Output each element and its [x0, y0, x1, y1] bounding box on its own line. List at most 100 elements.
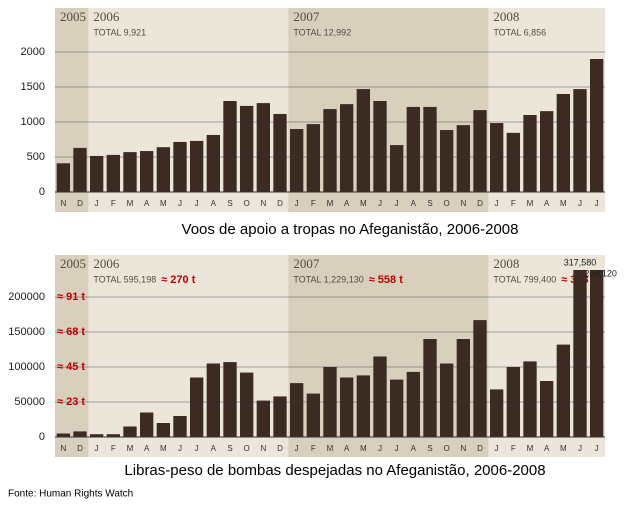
x-tick-label: D: [277, 199, 283, 208]
x-tick-label: J: [395, 199, 399, 208]
tick-note: ≈ 91 t: [57, 291, 85, 303]
bars: [56, 270, 604, 437]
x-tick-label: J: [95, 444, 99, 453]
bar: [490, 123, 504, 192]
bar: [73, 431, 87, 437]
x-tick-label: J: [578, 444, 582, 453]
bar: [123, 152, 137, 192]
x-tick-label: J: [178, 444, 182, 453]
x-tick-label: A: [344, 199, 350, 208]
bar: [256, 400, 270, 437]
x-tick-label: M: [160, 199, 167, 208]
bar: [240, 372, 254, 437]
bar: [306, 124, 320, 192]
bar: [290, 383, 304, 437]
x-tick-label: J: [395, 444, 399, 453]
x-tick-label: J: [378, 444, 382, 453]
period-total: TOTAL 595,198: [93, 274, 156, 284]
bar: [573, 89, 587, 192]
bar: [140, 412, 154, 437]
x-tick-label: D: [477, 444, 483, 453]
bar: [140, 151, 154, 192]
bar: [273, 396, 287, 437]
x-tick-label: O: [444, 444, 450, 453]
source: Fonte: Human Rights Watch: [8, 489, 133, 500]
x-tick-label: S: [427, 444, 432, 453]
period-total: TOTAL 12,992: [293, 27, 351, 37]
period-label: 2006: [93, 9, 120, 24]
bar: [423, 106, 437, 192]
tick-note: ≈ 23 t: [57, 396, 85, 408]
period-label: 2007: [293, 9, 320, 24]
bar: [56, 163, 70, 192]
period-tons: ≈ 558 t: [369, 274, 404, 286]
bar: [373, 356, 387, 437]
period-total: TOTAL 799,400: [493, 274, 556, 284]
bar: [106, 434, 120, 437]
bar: [56, 433, 70, 437]
x-tick-label: A: [144, 444, 150, 453]
x-tick-label: J: [378, 199, 382, 208]
x-tick-label: O: [244, 444, 250, 453]
bar: [223, 101, 237, 192]
x-tick-label: A: [544, 199, 550, 208]
y-tick-label: 1500: [21, 81, 45, 93]
bar: [340, 377, 354, 437]
bars: [56, 59, 604, 192]
bar: [206, 134, 220, 192]
x-tick-label: O: [244, 199, 250, 208]
x-tick-label: M: [560, 199, 567, 208]
x-tick-label: D: [77, 199, 83, 208]
bar: [590, 270, 604, 437]
x-tick-label: F: [311, 199, 316, 208]
bar: [273, 113, 287, 192]
bar: [240, 105, 254, 192]
bar: [573, 270, 587, 437]
y-tick-label: 1000: [21, 116, 45, 128]
x-tick-label: O: [444, 199, 450, 208]
bar: [556, 94, 570, 192]
x-tick-label: D: [77, 444, 83, 453]
period-shade: [288, 8, 489, 212]
bar: [156, 147, 170, 192]
bar: [523, 115, 537, 192]
x-tick-label: J: [495, 444, 499, 453]
x-tick-label: A: [211, 444, 217, 453]
bar: [390, 379, 404, 437]
chart-title: Voos de apoio a tropas no Afeganistão, 2…: [182, 221, 519, 238]
x-tick-label: M: [360, 199, 367, 208]
x-tick-label: D: [477, 199, 483, 208]
period-label: 2008: [493, 256, 519, 271]
x-tick-label: M: [127, 444, 134, 453]
period-tons: ≈ 270 t: [161, 274, 196, 286]
bar: [123, 426, 137, 437]
y-tick-label: 0: [39, 186, 45, 198]
period-shade: [288, 255, 489, 457]
bar: [356, 89, 370, 192]
chart-title: Libras-peso de bombas despejadas no Afeg…: [124, 462, 545, 479]
x-tick-label: D: [277, 444, 283, 453]
tick-note: ≈ 68 t: [57, 326, 85, 338]
x-tick-label: J: [595, 199, 599, 208]
bar: [73, 147, 87, 192]
x-tick-label: S: [227, 444, 232, 453]
bar: [90, 434, 104, 437]
bar: [406, 106, 420, 192]
x-tick-label: M: [360, 444, 367, 453]
bar: [306, 393, 320, 437]
x-tick-label: F: [111, 444, 116, 453]
y-tick-label: 200000: [8, 291, 45, 303]
x-tick-label: F: [111, 199, 116, 208]
period-shade: [55, 255, 89, 457]
period-label: 2005: [60, 9, 86, 24]
bar: [540, 381, 554, 437]
x-tick-label: A: [411, 444, 417, 453]
x-tick-label: J: [295, 199, 299, 208]
x-tick-label: J: [195, 444, 199, 453]
bar: [473, 110, 487, 192]
y-tick-label: 150000: [8, 326, 45, 338]
x-tick-label: N: [260, 444, 266, 453]
period-total: TOTAL 6,856: [493, 27, 546, 37]
bar: [223, 362, 237, 437]
